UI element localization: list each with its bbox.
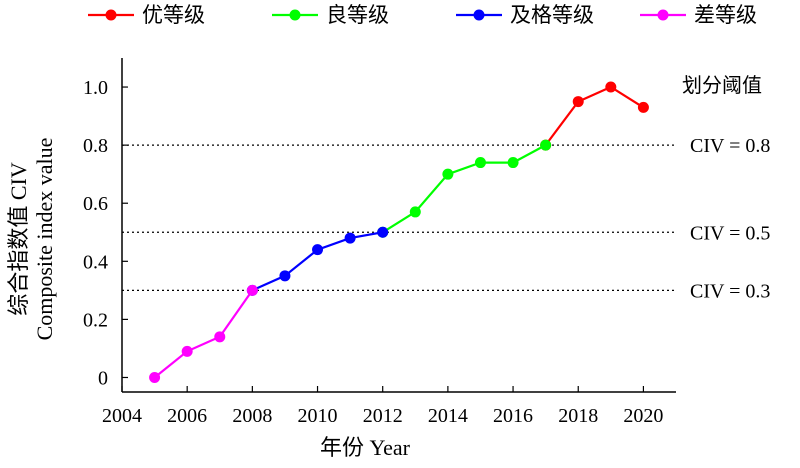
threshold-lines: CIV = 0.8 CIV = 0.5 CIV = 0.3 xyxy=(122,135,770,302)
y-axis-label-cn: 综合指数值 CIV xyxy=(6,162,31,316)
data-point xyxy=(149,371,161,383)
legend: 优等级 良等级 及格等级 差等级 xyxy=(88,3,757,27)
legend-entry: 优等级 xyxy=(88,3,205,27)
y-tick-label: 0.4 xyxy=(83,251,108,273)
data-point xyxy=(540,139,552,151)
x-tick-label: 2004 xyxy=(102,405,142,427)
data-point xyxy=(442,168,454,180)
x-tick-label: 2010 xyxy=(298,405,338,427)
threshold-label: CIV = 0.5 xyxy=(690,222,770,244)
x-tick-label: 2018 xyxy=(558,405,598,427)
data-point xyxy=(637,101,649,113)
series-line xyxy=(153,289,254,379)
data-point xyxy=(181,345,193,357)
axes: 2004 2006 2008 2010 2012 2014 2016 2018 2020 0 0.2… xyxy=(83,58,676,427)
data-point xyxy=(312,244,324,256)
data-point xyxy=(474,157,486,169)
series-line xyxy=(251,231,383,292)
x-tick-label: 2012 xyxy=(363,405,403,427)
data-point xyxy=(246,284,258,296)
legend-label: 良等级 xyxy=(326,3,389,27)
x-tick-label: 2014 xyxy=(428,405,468,427)
legend-entry: 及格等级 xyxy=(456,3,594,27)
x-axis-label: 年份 Year xyxy=(320,435,411,460)
legend-entry: 良等级 xyxy=(272,3,389,27)
data-point xyxy=(409,206,421,218)
series-group xyxy=(149,81,649,383)
threshold-label: CIV = 0.3 xyxy=(690,280,770,302)
legend-label: 差等级 xyxy=(694,3,757,27)
x-tick-label: 2006 xyxy=(167,405,207,427)
x-tick-label: 2016 xyxy=(493,405,533,427)
threshold-title: 划分阈值 xyxy=(682,74,762,97)
data-point xyxy=(507,157,519,169)
data-point xyxy=(344,232,356,244)
y-tick-label: 1.0 xyxy=(83,77,108,99)
y-axis-label-en: Composite index value xyxy=(32,138,57,341)
legend-marker xyxy=(289,9,301,21)
legend-marker xyxy=(657,9,669,21)
series-差等级 xyxy=(149,284,258,383)
y-tick-label: 0.8 xyxy=(83,135,108,157)
y-tick-label: 0.6 xyxy=(83,193,108,215)
x-tick-label: 2020 xyxy=(623,405,663,427)
legend-label: 优等级 xyxy=(142,3,205,27)
threshold-label: CIV = 0.8 xyxy=(690,135,770,157)
y-tick-label: 0 xyxy=(98,367,108,389)
data-point xyxy=(377,226,389,238)
legend-marker xyxy=(473,9,485,21)
series-优等级 xyxy=(540,81,649,151)
data-point xyxy=(605,81,617,93)
series-及格等级 xyxy=(246,226,389,296)
series-line xyxy=(382,144,547,234)
y-tick-label: 0.2 xyxy=(83,309,108,331)
data-point xyxy=(214,331,226,343)
legend-entry: 差等级 xyxy=(640,3,757,27)
series-line xyxy=(544,85,644,146)
legend-marker xyxy=(105,9,117,21)
series-良等级 xyxy=(377,139,552,238)
x-tick-label: 2008 xyxy=(232,405,272,427)
data-point xyxy=(279,270,291,282)
legend-label: 及格等级 xyxy=(510,3,594,27)
data-point xyxy=(572,96,584,108)
